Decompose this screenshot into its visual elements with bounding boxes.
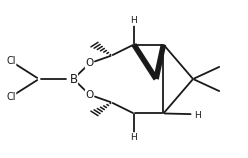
Text: B: B — [69, 73, 78, 85]
Text: Cl: Cl — [6, 91, 16, 102]
Text: H: H — [130, 133, 137, 142]
Text: O: O — [85, 58, 93, 68]
Text: H: H — [195, 111, 201, 120]
Text: O: O — [85, 90, 93, 100]
Text: Cl: Cl — [6, 56, 16, 67]
Text: H: H — [130, 16, 137, 25]
